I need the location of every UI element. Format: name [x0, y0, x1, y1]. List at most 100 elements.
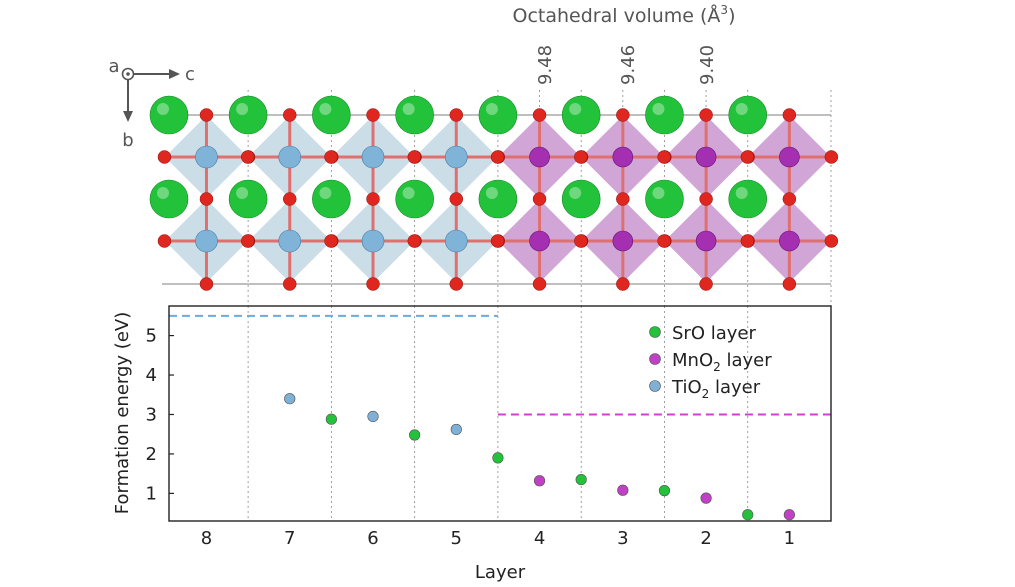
sr-atom-4-1	[478, 179, 518, 219]
o-eq-2-0-0	[324, 150, 338, 164]
axis-indicator: a c b	[108, 56, 194, 151]
o-apical-3-0	[449, 108, 464, 122]
o-apical-2-1	[366, 192, 380, 206]
x-tick-label-3: 5	[451, 528, 462, 549]
legend-label-tio2: TiO2 layer	[671, 377, 761, 401]
sr-atom-6-0	[645, 95, 684, 135]
x-axis-ticks: 8 7 6 5 4 3 2 1	[201, 528, 795, 549]
sr-atom-5-0	[561, 95, 601, 135]
point-0-1	[409, 429, 421, 441]
y-axis-label: Formation energy (eV)	[112, 312, 133, 514]
sr-atom-7-0	[728, 95, 768, 135]
mn-atom-5-0	[612, 146, 634, 168]
point-2-1	[367, 410, 379, 423]
point-0-2	[492, 452, 504, 464]
ti-atom-2-1	[361, 229, 385, 253]
sr-atom-shine-4-1	[485, 187, 498, 199]
ti-atom-3-1	[444, 229, 468, 253]
o-apical-0-2	[199, 277, 214, 291]
sr-atom-shine-6-1	[652, 187, 665, 199]
sr-atom-5-1	[561, 179, 601, 219]
point-2-2	[450, 423, 462, 436]
volume-label-layer2: 9.40	[697, 45, 718, 85]
sr-atom-7-1	[728, 179, 768, 219]
o-eq-4-0-0	[490, 150, 505, 164]
sr-atom-shine-2-1	[319, 187, 332, 199]
o-eq-3-1-0	[407, 234, 422, 248]
sr-atom-6-1	[645, 179, 684, 219]
mn-atom-6-1	[695, 230, 717, 252]
y-axis-ticks: 1 2 3 4 5	[146, 326, 174, 504]
point-2-0	[284, 393, 296, 405]
volume-label-layer4: 9.48	[535, 45, 556, 85]
o-eq-4-1-0	[490, 234, 505, 248]
legend-label-mno2: MnO2 layer	[672, 350, 772, 374]
sr-atom-2-0	[312, 95, 351, 135]
sr-atom-1-1	[228, 179, 268, 219]
o-apical-5-1	[616, 192, 630, 206]
x-tick-label-2: 6	[367, 528, 378, 549]
sr-atom-shine-4-0	[485, 103, 498, 115]
sr-atom-shine-5-0	[569, 103, 582, 115]
x-tick-label-6: 2	[700, 528, 711, 549]
o-apical-3-1	[449, 192, 464, 206]
point-1-1	[617, 484, 629, 496]
o-apical-4-2	[532, 277, 547, 291]
point-1-0	[533, 475, 546, 487]
sr-atom-shine-7-0	[735, 103, 748, 115]
o-apical-7-2	[782, 277, 797, 291]
sr-atom-4-0	[478, 95, 518, 135]
o-eq-0-0-0	[157, 150, 172, 164]
sr-atom-shine-0-1	[157, 187, 169, 199]
y-tick-label-4: 5	[146, 326, 157, 347]
o-apical-6-0	[699, 108, 713, 122]
reference-lines	[169, 314, 831, 416]
x-tick-label-5: 3	[617, 528, 628, 549]
sr-atom-1-0	[228, 95, 268, 135]
o-eq-7-1-1	[824, 234, 839, 248]
o-eq-7-1-0	[740, 234, 755, 248]
o-eq-5-0-0	[574, 150, 588, 164]
y-tick-label-3: 4	[146, 365, 157, 386]
volume-label-layer3: 9.46	[618, 45, 639, 85]
legend-marker-sro	[649, 326, 661, 338]
sr-atom-3-1	[395, 179, 434, 219]
formation-energy-chart: 1 2 3 4 5 8 7 6 5 4 3 2 1 Layer Formation energy (e…	[112, 305, 832, 583]
o-apical-1-2	[282, 277, 297, 291]
sr-atom-shine-0-0	[157, 103, 169, 115]
b-axis-arrowhead	[123, 111, 133, 122]
o-eq-3-0-0	[407, 150, 422, 164]
volume-title-sup: 3	[720, 3, 728, 17]
sr-atom-shine-1-1	[236, 187, 249, 199]
o-apical-1-0	[282, 108, 297, 122]
ti-atom-2-0	[361, 145, 385, 169]
a-axis-dot	[126, 72, 130, 76]
o-apical-4-0	[532, 108, 547, 122]
crystal-structure	[149, 90, 839, 306]
ti-atom-3-0	[444, 145, 468, 169]
o-eq-2-1-0	[324, 234, 338, 248]
point-0-4	[658, 485, 671, 497]
o-apical-6-2	[699, 277, 713, 291]
point-1-2	[700, 492, 712, 504]
o-eq-5-1-0	[574, 234, 588, 248]
volume-title-close: )	[728, 5, 735, 27]
x-tick-label-0: 8	[201, 528, 212, 549]
sr-atom-shine-3-1	[402, 187, 415, 199]
o-apical-0-1	[199, 192, 214, 206]
o-apical-5-2	[616, 277, 630, 291]
mn-atom-7-0	[779, 146, 800, 168]
volume-title-text: Octahedral volume (Å	[513, 4, 721, 27]
o-apical-6-1	[699, 192, 713, 206]
point-0-5	[742, 509, 754, 521]
data-points	[284, 393, 795, 521]
y-tick-label-1: 2	[146, 444, 157, 465]
sr-atom-shine-1-0	[236, 103, 249, 115]
o-eq-7-0-1	[824, 150, 839, 164]
sr-atom-0-1	[149, 179, 189, 219]
o-apical-2-2	[366, 277, 380, 291]
o-eq-6-1-0	[657, 234, 671, 248]
sr-atom-shine-2-0	[319, 103, 332, 115]
mn-atom-4-0	[529, 146, 550, 168]
